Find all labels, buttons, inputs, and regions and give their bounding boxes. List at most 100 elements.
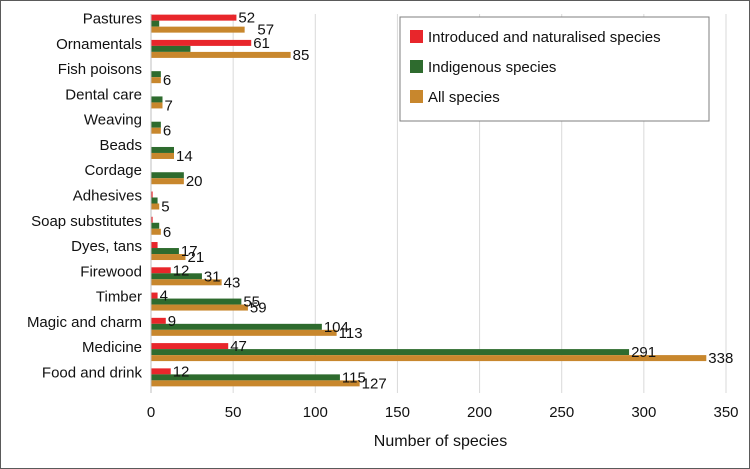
data-label-adhesives-all-species: 5 [161,199,169,216]
data-label-medicine-all-species: 338 [708,350,733,367]
bar-fish-poisons-indigenous-species [151,71,161,78]
bar-dyes-tans-indigenous-species [151,248,179,255]
data-label-weaving-all-species: 6 [163,123,171,140]
data-label-food-and-drink-introduced-and-naturalised-species: 12 [173,363,190,380]
data-label-firewood-introduced-and-naturalised-species: 12 [173,262,190,279]
x-tick-label: 250 [549,404,574,421]
x-axis-title: Number of species [374,433,507,450]
data-label-firewood-all-species: 43 [224,274,241,291]
legend-swatch-introduced-and-naturalised-species [410,30,423,43]
x-tick-label: 300 [631,404,656,421]
bar-food-and-drink-indigenous-species [151,374,340,381]
bar-pastures-all-species [151,26,245,33]
data-label-magic-and-charm-introduced-and-naturalised-species: 9 [168,313,176,330]
bar-ornamentals-all-species [151,51,291,58]
bar-adhesives-all-species [151,203,160,210]
data-label-timber-all-species: 59 [250,300,267,317]
bar-cordage-indigenous-species [151,172,184,179]
bar-adhesives-introduced-and-naturalised-species [151,191,153,198]
bar-firewood-introduced-and-naturalised-species [151,267,171,274]
data-label-dyes-tans-all-species: 21 [188,249,205,266]
bar-ornamentals-introduced-and-naturalised-species [151,39,252,46]
bar-timber-all-species [151,304,248,311]
bar-magic-and-charm-all-species [151,329,337,336]
legend: Introduced and naturalised species Indige… [399,16,710,122]
legend-label-all-species: All species [428,89,500,106]
bar-dental-care-indigenous-species [151,96,163,103]
data-label-pastures-introduced-and-naturalised-species: 52 [238,10,255,27]
bar-food-and-drink-all-species [151,380,360,387]
bar-pastures-indigenous-species [151,20,160,27]
category-label-pastures: Pastures [83,11,142,28]
bar-timber-introduced-and-naturalised-species [151,292,158,299]
bar-medicine-introduced-and-naturalised-species [151,343,229,350]
bar-firewood-indigenous-species [151,273,202,280]
x-tick-label: 200 [467,404,492,421]
data-label-fish-poisons-all-species: 6 [163,72,171,89]
category-label-ornamentals: Ornamentals [56,36,142,53]
legend-swatch-all-species [410,90,423,103]
bar-food-and-drink-introduced-and-naturalised-species [151,368,171,375]
category-label-soap-substitutes: Soap substitutes [31,213,142,230]
category-label-fish-poisons: Fish poisons [58,61,142,78]
bar-medicine-indigenous-species [151,349,630,356]
data-label-food-and-drink-all-species: 127 [362,375,387,392]
bar-beads-all-species [151,152,174,159]
bar-timber-indigenous-species [151,298,242,305]
legend-label-introduced-and-naturalised-species: Introduced and naturalised species [428,29,661,46]
category-label-medicine: Medicine [82,339,142,356]
data-label-ornamentals-all-species: 85 [293,47,310,64]
bar-fish-poisons-all-species [151,77,161,84]
x-tick-label: 350 [713,404,738,421]
data-label-timber-indigenous-species: 55 [243,294,260,311]
x-tick-label: 50 [225,404,242,421]
legend-label-indigenous-species: Indigenous species [428,59,556,76]
bar-medicine-all-species [151,355,707,362]
bar-soap-substitutes-indigenous-species [151,222,160,229]
bar-pastures-introduced-and-naturalised-species [151,14,237,21]
category-label-beads: Beads [99,137,142,154]
x-tick-label: 100 [303,404,328,421]
bar-ornamentals-indigenous-species [151,45,191,52]
category-label-dental-care: Dental care [65,86,142,103]
x-tick-label: 0 [147,404,155,421]
bars [151,14,707,387]
data-label-dyes-tans-indigenous-species: 17 [181,243,198,260]
category-label-timber: Timber [96,289,142,306]
bar-weaving-all-species [151,127,161,134]
data-label-magic-and-charm-all-species: 113 [339,325,363,342]
bar-beads-indigenous-species [151,146,174,153]
data-label-medicine-indigenous-species: 291 [631,344,656,361]
bar-cordage-all-species [151,178,184,185]
category-label-weaving: Weaving [84,112,142,129]
data-label-dental-care-all-species: 7 [165,97,173,114]
bar-soap-substitutes-introduced-and-naturalised-species [151,216,153,223]
legend-box [399,16,710,122]
category-label-dyes-tans: Dyes, tans [71,238,142,255]
data-label-beads-all-species: 14 [176,148,193,165]
legend-swatch-indigenous-species [410,60,423,73]
data-label-ornamentals-introduced-and-naturalised-species: 61 [253,35,270,52]
category-label-magic-and-charm: Magic and charm [27,314,142,331]
bar-dyes-tans-introduced-and-naturalised-species [151,242,158,249]
category-label-cordage: Cordage [84,162,142,179]
data-label-soap-substitutes-all-species: 6 [163,224,171,241]
bar-firewood-all-species [151,279,222,286]
category-label-food-and-drink: Food and drink [42,364,143,381]
data-label-timber-introduced-and-naturalised-species: 4 [160,288,168,305]
data-label-medicine-introduced-and-naturalised-species: 47 [230,338,247,355]
bar-magic-and-charm-introduced-and-naturalised-species [151,317,166,324]
bar-dyes-tans-all-species [151,254,186,261]
bar-magic-and-charm-indigenous-species [151,323,322,330]
bar-adhesives-indigenous-species [151,197,158,204]
bar-soap-substitutes-all-species [151,228,161,235]
bar-weaving-indigenous-species [151,121,161,128]
category-label-adhesives: Adhesives [73,188,142,205]
axes: 0 50 100 150 200 250 300 350 Pastures Ornamentals… [27,11,739,421]
data-label-magic-and-charm-indigenous-species: 104 [324,319,349,336]
data-label-pastures-all-species: 57 [257,22,274,39]
data-label-food-and-drink-indigenous-species: 115 [342,369,366,386]
data-label-firewood-indigenous-species: 31 [204,268,221,285]
